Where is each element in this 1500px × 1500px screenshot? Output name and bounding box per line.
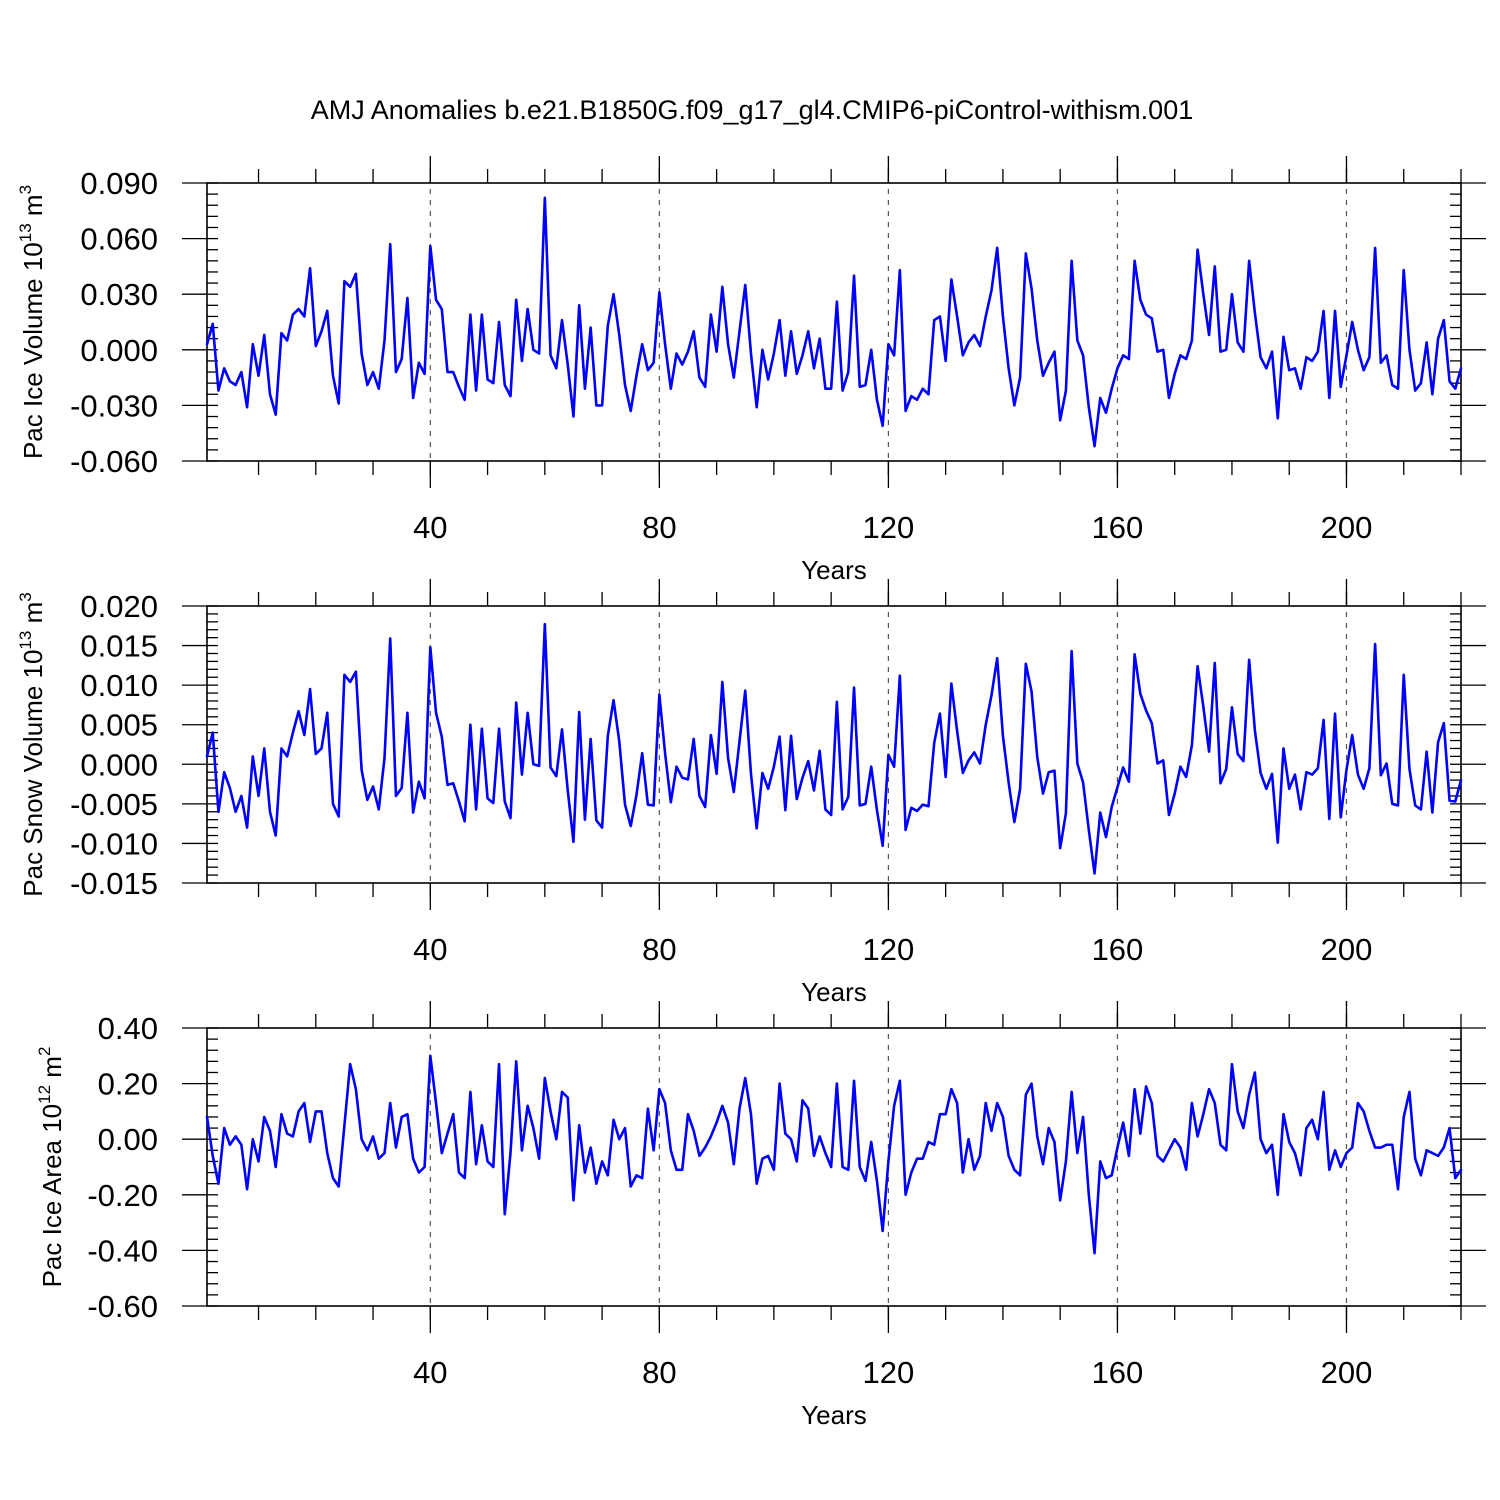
x-tick-label: 160 [1092,1355,1144,1390]
x-tick-label: 160 [1092,510,1144,545]
y-tick-label: 0.20 [98,1067,158,1102]
x-tick-label: 40 [413,932,447,967]
y-tick-label: -0.20 [87,1178,158,1213]
y-tick-label: -0.005 [70,787,158,822]
x-tick-label: 120 [863,1355,915,1390]
x-tick-label: 40 [413,1355,447,1390]
x-tick-label: 80 [642,1355,676,1390]
x-axis-title: Years [801,977,867,1007]
plot-frame [206,182,1462,462]
y-tick-label: 0.010 [80,668,158,703]
y-tick-label: -0.40 [87,1233,158,1268]
x-axis-title: Years [801,555,867,585]
series-line-pac-ice-volume [205,196,1463,448]
series-line-pac-snow-volume [205,622,1463,875]
y-tick-label: 0.00 [98,1122,158,1157]
x-tick-label: 80 [642,510,676,545]
x-tick-label: 80 [642,932,676,967]
y-tick-label: -0.030 [70,388,158,423]
x-tick-label: 160 [1092,932,1144,967]
y-tick-label: 0.015 [80,629,158,664]
y-tick-label: -0.60 [87,1289,158,1324]
plot-frame [206,1027,1462,1307]
y-tick-label: 0.020 [80,589,158,624]
x-tick-label: 40 [413,510,447,545]
y-tick-label: 0.090 [80,166,158,201]
chart-panel-3: -0.60 -0.40 -0.20 0.00 0.20 0.40 40 80 120 160 200… [35,1001,1486,1430]
x-tick-label: 200 [1321,932,1373,967]
x-tick-label: 120 [863,510,915,545]
chart-panel-2: -0.015 -0.010 -0.005 0.000 0.005 0.010 0.015 0.… [16,579,1486,1007]
y-tick-label: 0.030 [80,277,158,312]
y-tick-label: 0.000 [80,747,158,782]
y-tick-label: -0.060 [70,444,158,479]
y-axis-title: Pac Ice Area 1012 m2 [35,1047,67,1288]
chart-panel-1: -0.060 -0.030 0.000 0.030 0.060 0.090 40 80 120 1… [16,156,1486,585]
plot-frame [206,605,1462,884]
y-tick-label: 0.060 [80,222,158,257]
figure-title: AMJ Anomalies b.e21.B1850G.f09_g17_gl4.C… [311,95,1193,125]
y-tick-label: -0.010 [70,826,158,861]
y-tick-label: -0.015 [70,866,158,901]
y-axis-title: Pac Ice Volume 1013 m3 [16,185,48,459]
x-tick-label: 120 [863,932,915,967]
series-line-pac-ice-area [205,1054,1463,1255]
x-tick-label: 200 [1321,510,1373,545]
panels: -0.060 -0.030 0.000 0.030 0.060 0.090 40 80 120 1… [16,156,1486,1430]
y-tick-label: 0.40 [98,1011,158,1046]
y-axis-title: Pac Snow Volume 1013 m3 [16,592,48,896]
y-tick-label: 0.005 [80,708,158,743]
x-tick-label: 200 [1321,1355,1373,1390]
y-tick-label: 0.000 [80,333,158,368]
x-axis-title: Years [801,1400,867,1430]
